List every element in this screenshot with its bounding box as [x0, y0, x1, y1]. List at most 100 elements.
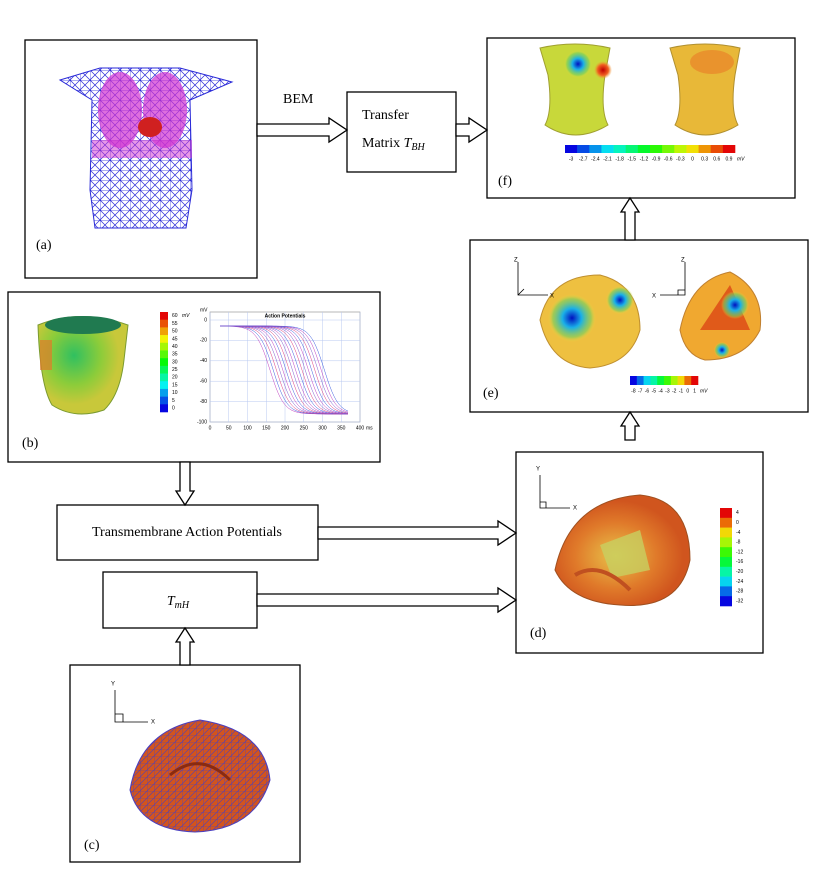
x-tick-label: 100	[243, 425, 252, 431]
axis-label: X	[573, 506, 577, 512]
colorbar-label: 30	[172, 359, 178, 365]
colorbar-unit: mV	[182, 313, 190, 319]
colorbar-segment	[650, 376, 658, 385]
panel-label: (d)	[530, 626, 547, 641]
colorbar-label: -8	[736, 540, 741, 546]
colorbar-segment	[630, 376, 638, 385]
transfer-line2: Matrix TBH	[362, 136, 426, 153]
tmh-box	[102, 571, 258, 629]
y-tick-label: -100	[197, 419, 207, 425]
heart-map	[37, 316, 129, 415]
colorbar-label: -2.1	[603, 156, 612, 162]
colorbar-segment	[160, 373, 168, 382]
transmembrane-label: Transmembrane Action Potentials	[92, 525, 282, 540]
colorbar-label: -2.7	[579, 156, 588, 162]
arrow	[619, 410, 641, 441]
colorbar-segment	[720, 508, 732, 519]
y-tick-label: -60	[200, 379, 207, 385]
colorbar: -8 -7 -6 -5 -4 -3 -2 -1 0 1 mV	[630, 376, 708, 394]
colorbar-unit: mV	[700, 388, 708, 394]
x-tick-label: 200	[281, 425, 290, 431]
colorbar-label: 0.6	[713, 156, 720, 162]
x-unit: ms	[366, 425, 373, 431]
colorbar-label: -3	[569, 156, 574, 162]
colorbar-label: 10	[172, 390, 178, 396]
heart-mesh	[129, 719, 271, 833]
transfer-line1: Transfer	[362, 108, 409, 123]
colorbar-segment	[720, 527, 732, 538]
arrow	[455, 116, 489, 144]
colorbar-label: -3	[665, 388, 670, 394]
colorbar-segment	[720, 517, 732, 528]
colorbar-segment	[677, 376, 685, 385]
colorbar-label: 20	[172, 375, 178, 381]
colorbar-label: 0	[686, 388, 689, 394]
colorbar-label: 0	[172, 405, 175, 411]
arrow	[174, 626, 196, 666]
colorbar-label: 50	[172, 329, 178, 335]
colorbar-segment	[160, 319, 168, 328]
plot-title: Action Potentials	[265, 313, 306, 319]
colorbar-label: 1	[693, 388, 696, 394]
colorbar-label: 60	[172, 313, 178, 319]
colorbar-segment	[720, 576, 732, 587]
panel-label: (b)	[22, 436, 39, 451]
arrow	[256, 586, 518, 614]
colorbar-segment	[636, 376, 644, 385]
colorbar-label: -32	[736, 598, 743, 604]
colorbar-label: -4	[658, 388, 663, 394]
axis-triad	[539, 475, 570, 509]
colorbar-label: -0.6	[664, 156, 673, 162]
colorbar-label: -2.4	[591, 156, 600, 162]
arrow	[256, 116, 349, 144]
x-tick-label: 50	[226, 425, 232, 431]
colorbar-label: -20	[736, 569, 743, 575]
colorbar-label: 25	[172, 367, 178, 373]
colorbar-segment	[684, 376, 692, 385]
colorbar-segment	[160, 335, 168, 344]
colorbar-segment	[160, 312, 168, 320]
colorbar-label: -1.2	[640, 156, 649, 162]
colorbar-segment	[670, 376, 678, 385]
colorbar-segment	[720, 566, 732, 577]
colorbar-label: 35	[172, 352, 178, 358]
colorbar-label: 0	[736, 520, 739, 526]
panel-label: (a)	[36, 238, 52, 253]
x-tick-label: 0	[209, 425, 212, 431]
colorbar-label: 0.9	[725, 156, 732, 162]
colorbar-label: -8	[631, 388, 636, 394]
colorbar-label: -1.5	[627, 156, 636, 162]
colorbar-segment	[698, 145, 712, 153]
colorbar-label: -28	[736, 589, 743, 595]
colorbar-segment	[601, 145, 614, 153]
colorbar-segment	[160, 358, 168, 367]
axis-label: Y	[111, 682, 115, 688]
colorbar-segment	[691, 376, 699, 385]
x-tick-label: 150	[262, 425, 271, 431]
y-tick-label: 0	[204, 317, 207, 323]
colorbar-segment	[637, 145, 651, 153]
y-tick-label: -80	[200, 399, 207, 405]
heart-map	[554, 494, 691, 606]
x-tick-label: 300	[318, 425, 327, 431]
colorbar-segment	[589, 145, 602, 153]
colorbar-segment	[160, 365, 168, 374]
arrow	[317, 519, 518, 547]
y-tick-label: -40	[200, 358, 207, 364]
panel-f	[486, 37, 796, 199]
panel-label: (c)	[84, 838, 100, 853]
arrow	[619, 196, 641, 241]
colorbar-segment	[720, 586, 732, 597]
colorbar-label: 0.3	[701, 156, 708, 162]
axis-label: Z	[681, 258, 685, 264]
tmh-label: TmH	[167, 594, 190, 611]
x-tick-label: 350	[337, 425, 346, 431]
transfer-box	[346, 91, 457, 173]
axis-label: X	[550, 294, 554, 300]
colorbar-segment	[160, 381, 168, 390]
colorbar-segment	[160, 342, 168, 351]
panel-label: (e)	[483, 386, 499, 401]
axis-label: Z	[514, 258, 518, 264]
colorbar: 4 0 -4 -8 -12 -16 -20 -24 -28 -32	[720, 508, 743, 607]
torso-mesh	[58, 67, 234, 229]
